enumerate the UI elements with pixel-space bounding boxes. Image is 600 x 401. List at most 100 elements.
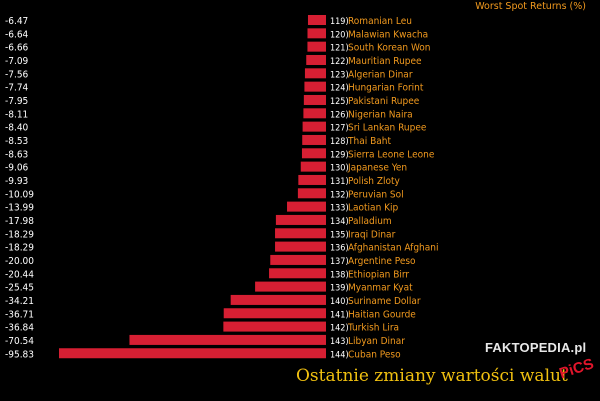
currency-label: Haitian Gourde [348,309,416,320]
rank-label: 135) [330,230,349,240]
bar [302,121,326,132]
value-label: -36.84 [5,323,34,334]
chart-title: Worst Spot Returns (%) [475,1,586,12]
rank-label: 136) [330,244,349,254]
bar [306,54,326,65]
currency-label: Turkish Lira [347,323,399,334]
rank-label: 134) [330,217,349,227]
currency-label: Palladium [348,216,392,227]
rank-label: 123) [330,70,349,80]
bar [255,281,326,292]
bar [275,228,326,239]
rank-label: 126) [330,110,349,120]
bar [269,268,326,279]
currency-label: Afghanistan Afghani [348,243,438,254]
rank-label: 141) [330,310,349,320]
currency-label: Polish Zloty [348,176,401,187]
rank-label: 121) [330,44,349,54]
value-label: -6.47 [5,16,28,27]
bar [307,28,326,39]
value-label: -20.44 [5,269,34,280]
bar [275,241,326,252]
currency-label: South Korean Won [348,43,431,54]
value-label: -36.71 [5,309,34,320]
rank-label: 130) [330,164,349,174]
value-label: -8.53 [5,136,28,147]
currency-label: Nigerian Naira [348,109,413,120]
bar [303,94,326,105]
currency-label: Peruvian Sol [348,189,404,200]
watermark-logo: FAKTOPEDIA.pl [485,340,587,355]
caption-text: Ostatnie zmiany wartości walut [296,366,568,386]
value-label: -18.29 [5,229,34,240]
bar [59,348,326,359]
bar [223,321,326,332]
value-label: -25.45 [5,283,34,294]
value-label: -7.56 [5,69,29,80]
rank-label: 125) [330,97,349,107]
currency-label: Argentine Peso [348,256,416,267]
value-label: -34.21 [5,296,34,307]
rank-label: 143) [330,337,349,347]
rank-label: 140) [330,297,349,307]
rank-label: 144) [330,350,349,360]
value-label: -6.66 [5,43,29,54]
currency-label: Japanese Yen [347,163,407,174]
bar [307,41,326,52]
rank-label: 120) [330,30,349,40]
value-label: -7.09 [5,56,29,67]
currency-label: Cuban Peso [348,349,401,360]
rank-label: 127) [330,124,349,134]
currency-label: Mauritian Rupee [348,56,422,67]
value-label: -8.63 [5,149,28,160]
bar [287,201,326,212]
currency-label: Laotian Kip [348,203,399,214]
value-label: -20.00 [5,256,34,267]
bar [270,254,326,265]
value-label: -9.06 [5,163,29,174]
bar [301,148,326,159]
currency-label: Ethiopian Birr [348,269,409,280]
rank-label: 128) [330,137,349,147]
currency-label: Iraqi Dinar [348,229,396,240]
currency-label: Myanmar Kyat [348,283,413,294]
currency-label: Sierra Leone Leone [348,149,435,160]
rank-label: 131) [330,177,349,187]
rank-label: 133) [330,204,349,214]
value-label: -10.09 [5,189,34,200]
rank-label: 122) [330,57,349,67]
value-label: -8.11 [5,109,28,120]
value-label: -7.74 [5,83,29,94]
currency-label: Thai Baht [347,136,391,147]
bar [307,15,326,25]
bar [275,214,326,225]
rank-label: 129) [330,150,349,160]
bar [129,334,326,345]
bar [297,188,326,199]
rank-label: 139) [330,284,349,294]
bar [304,81,326,92]
value-label: -18.29 [5,243,34,254]
value-label: -17.98 [5,216,34,227]
currency-label: Suriname Dollar [348,296,421,307]
currency-label: Libyan Dinar [348,336,405,347]
bar [223,308,326,319]
currency-label: Sri Lankan Rupee [348,123,427,134]
rank-label: 124) [330,84,349,94]
bar [300,161,326,172]
value-label: -6.64 [5,29,29,40]
value-label: -13.99 [5,203,34,214]
bar [302,134,326,145]
rank-label: 138) [330,270,349,280]
currency-label: Pakistani Rupee [348,96,420,107]
value-label: -8.40 [5,123,29,134]
value-label: -9.93 [5,176,28,187]
value-label: -95.83 [5,349,34,360]
rank-label: 119) [330,17,349,27]
rank-label: 132) [330,190,349,200]
value-label: -70.54 [5,336,34,347]
currency-label: Hungarian Forint [348,83,424,94]
bar [298,174,326,185]
currency-label: Algerian Dinar [348,69,413,80]
